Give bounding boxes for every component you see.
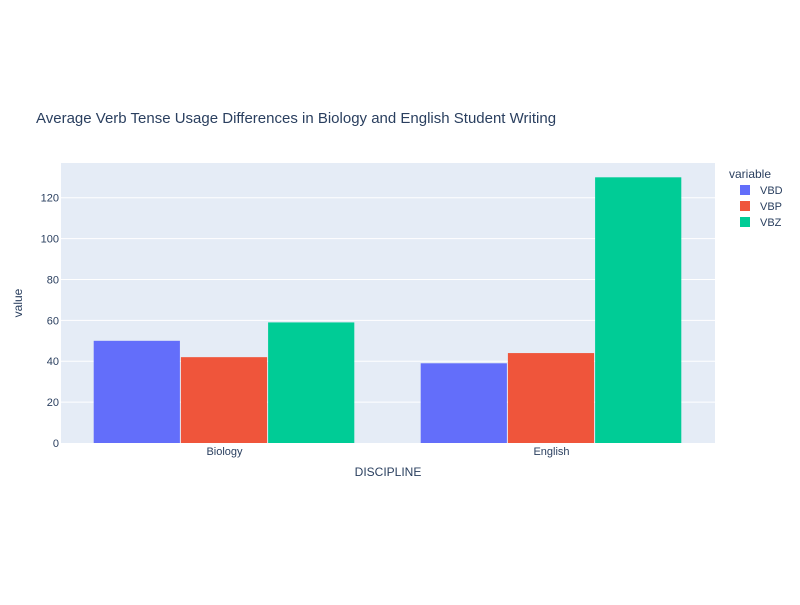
legend-swatch [740,185,750,195]
bar-vbd-english[interactable] [420,363,507,443]
legend: variable VBD VBP VBZ [729,167,783,229]
y-tick-label: 40 [47,356,59,368]
bars [93,177,682,443]
y-axis-label: value [11,288,25,317]
bar-vbp-biology[interactable] [180,357,268,443]
x-axis-label: DISCIPLINE [355,465,422,479]
legend-label: VBD [760,185,783,197]
x-tick-labels: Biology English [206,446,569,458]
legend-label: VBZ [760,217,782,229]
legend-label: VBP [760,201,782,213]
bar-vbz-biology[interactable] [268,322,355,443]
y-tick-label: 80 [47,274,59,286]
bar-vbd-biology[interactable] [93,340,180,443]
y-tick-label: 0 [53,438,59,450]
legend-title: variable [729,167,771,181]
y-tick-labels: 0 20 40 60 80 100 120 [41,193,59,450]
bar-vbz-english[interactable] [595,177,682,443]
y-tick-label: 60 [47,315,59,327]
bar-vbp-english[interactable] [507,353,595,443]
legend-item-vbz[interactable]: VBZ [740,217,782,229]
legend-swatch [740,201,750,211]
legend-item-vbd[interactable]: VBD [740,185,783,197]
y-tick-label: 120 [41,193,59,205]
chart-title: Average Verb Tense Usage Differences in … [36,110,556,127]
x-tick-label: English [533,446,569,458]
legend-items: VBD VBP VBZ [740,185,783,229]
y-tick-label: 100 [41,234,59,246]
x-tick-label: Biology [206,446,243,458]
legend-item-vbp[interactable]: VBP [740,201,782,213]
legend-swatch [740,217,750,227]
y-tick-label: 20 [47,397,59,409]
